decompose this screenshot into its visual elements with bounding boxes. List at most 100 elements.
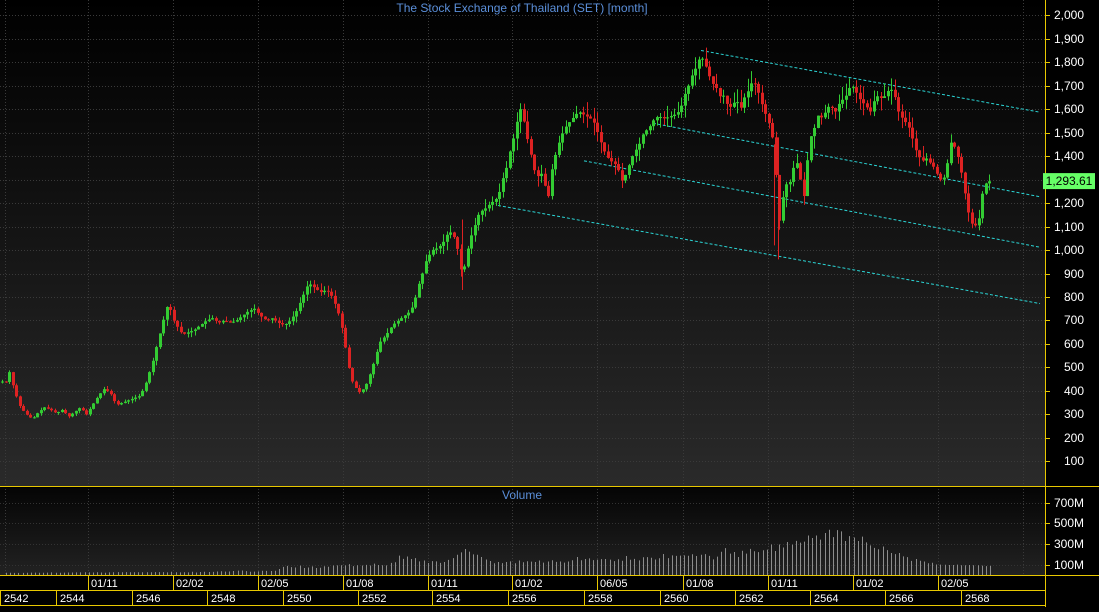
candle-body [78, 408, 81, 411]
date-label-bottom: 2542 [4, 593, 28, 605]
candle-body [971, 212, 974, 224]
candle-body [404, 315, 407, 319]
candle-body [36, 413, 39, 418]
candle-body [320, 289, 323, 293]
candle-body [141, 390, 144, 397]
candle-body [617, 164, 620, 171]
candle-body [950, 142, 953, 164]
candle-body [218, 320, 221, 323]
date-label-bottom: 2550 [287, 593, 311, 605]
candle-body [225, 321, 228, 323]
candle-body [407, 312, 410, 316]
candle-body [274, 318, 277, 321]
candle-body [299, 302, 302, 312]
candle-body [131, 398, 134, 401]
candle-body [386, 333, 389, 338]
candle-body [1, 381, 4, 383]
candle-body [327, 290, 330, 292]
candle-body [866, 103, 869, 108]
candle-body [778, 174, 781, 221]
candle-body [456, 237, 459, 249]
candle-body [621, 170, 624, 181]
candle-body [887, 90, 890, 97]
candle-body [894, 89, 897, 98]
candle-body [915, 138, 918, 151]
candle-body [677, 112, 680, 115]
candle-body [558, 142, 561, 155]
candle-body [698, 59, 701, 69]
candle-body [460, 248, 463, 270]
price-tick-label: 1,200 [1054, 196, 1084, 210]
candle-body [680, 105, 683, 113]
candle-body [134, 397, 137, 399]
candle-body [827, 106, 830, 113]
candle-body [596, 122, 599, 133]
trendline [700, 49, 1041, 113]
candle-body [943, 177, 946, 180]
candle-body [659, 117, 662, 118]
price-tick-label: 1,900 [1054, 32, 1084, 46]
date-label-bottom: 2564 [814, 593, 838, 605]
candle-body [684, 93, 687, 106]
candle-body [610, 157, 613, 162]
date-label-top: 01/11 [431, 578, 458, 590]
price-tick-label: 800 [1064, 290, 1084, 304]
candle-body [40, 410, 43, 414]
volume-bars [6, 529, 991, 575]
candle-body [873, 101, 876, 112]
candle-body [358, 387, 361, 393]
candle-body [540, 173, 543, 177]
candle-body [446, 234, 449, 242]
candle-body [964, 172, 967, 194]
candle-body [124, 401, 127, 404]
candle-body [372, 363, 375, 375]
candle-body [26, 410, 29, 415]
candle-body [264, 316, 267, 320]
candle-body [575, 113, 578, 118]
date-label-top: 01/08 [686, 578, 714, 590]
candle-body [337, 303, 340, 314]
candle-body [859, 92, 862, 100]
candle-body [166, 306, 169, 320]
candle-body [712, 76, 715, 84]
candle-body [855, 87, 858, 93]
grid-lines [0, 0, 1045, 575]
candle-body [691, 75, 694, 86]
candle-body [806, 160, 809, 197]
candle-body [442, 241, 445, 246]
candle-body [796, 163, 799, 168]
candle-body [666, 117, 669, 119]
price-tick-label: 1,100 [1054, 220, 1084, 234]
candle-body [572, 117, 575, 123]
candle-body [495, 198, 498, 202]
candle-body [841, 99, 844, 104]
candle-body [278, 320, 281, 324]
candle-body [904, 117, 907, 123]
candle-body [222, 321, 225, 323]
candle-body [530, 139, 533, 155]
candle-body [369, 374, 372, 384]
candle-body [908, 122, 911, 128]
candle-body [239, 317, 242, 321]
candle-body [75, 410, 78, 414]
candle-body [400, 318, 403, 321]
candle-body [768, 113, 771, 123]
candle-body [747, 91, 750, 98]
candle-body [509, 151, 512, 168]
candle-body [229, 321, 232, 323]
candle-body [799, 163, 802, 180]
date-label-bottom: 2556 [512, 593, 536, 605]
candle-body [862, 99, 865, 104]
trend-channel-lines [497, 49, 1041, 305]
candle-body [85, 410, 88, 415]
candle-body [985, 183, 988, 194]
candle-body [897, 97, 900, 112]
candle-body [365, 383, 368, 390]
candle-body [960, 157, 963, 173]
price-tick-label: 500 [1064, 360, 1084, 374]
candle-body [236, 320, 239, 322]
candle-body [103, 389, 106, 394]
price-tick-label: 1,500 [1054, 126, 1084, 140]
candle-body [757, 83, 760, 93]
candle-body [614, 161, 617, 165]
